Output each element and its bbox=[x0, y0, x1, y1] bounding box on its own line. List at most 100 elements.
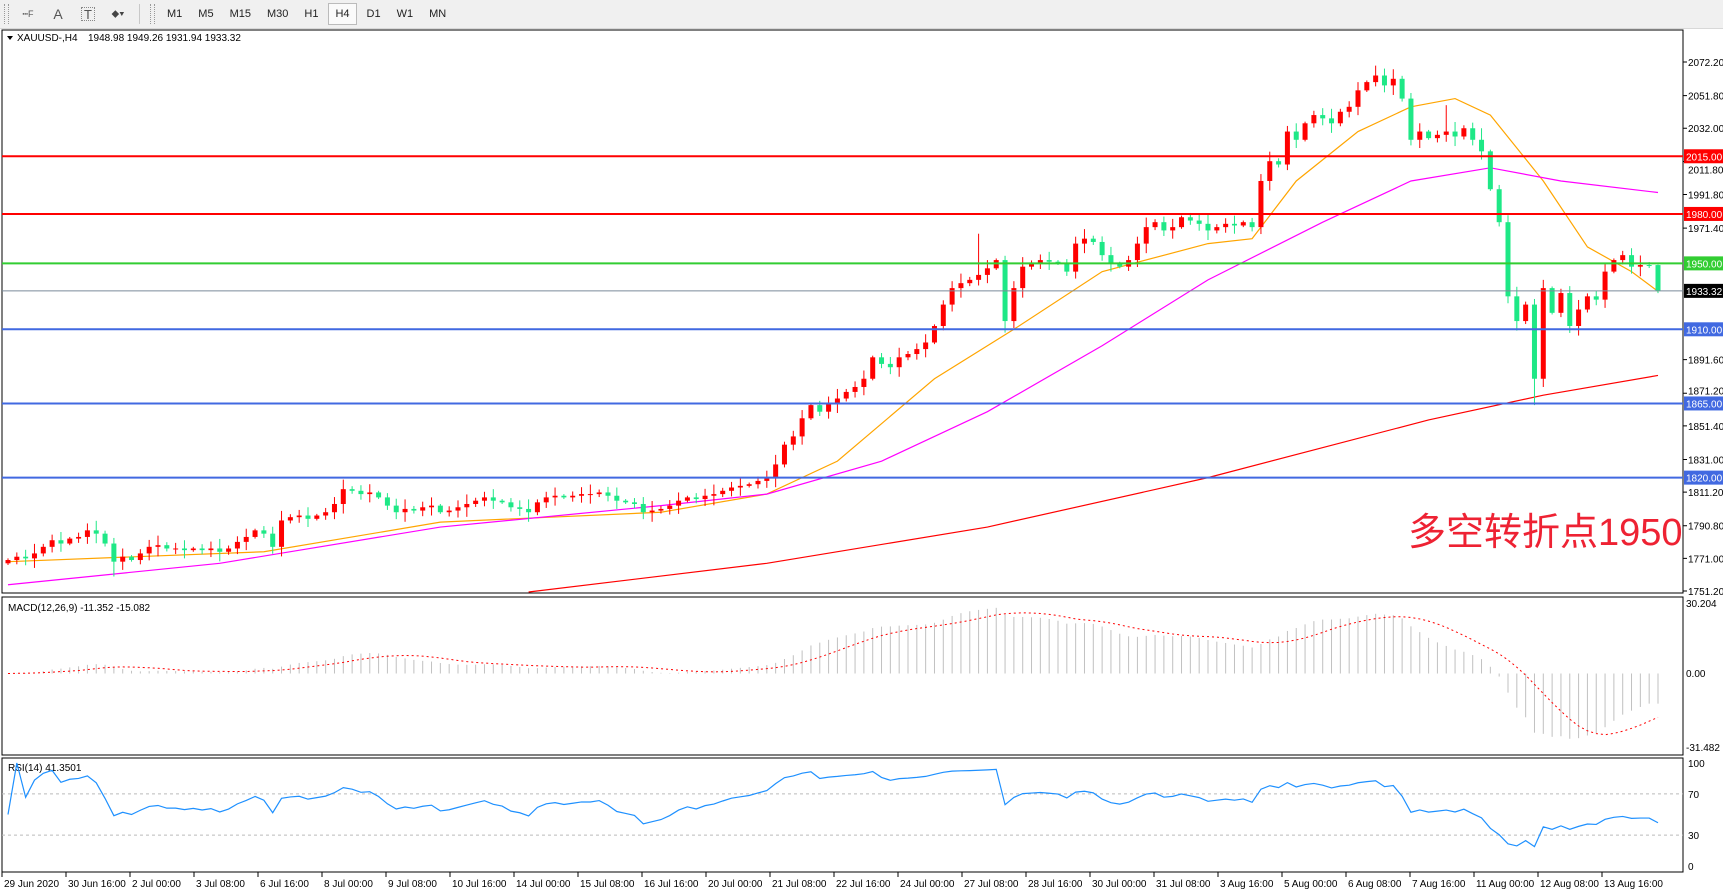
rsi-panel bbox=[1, 757, 1684, 873]
current-price-label: 1933.32 bbox=[1686, 287, 1723, 298]
candle-body bbox=[358, 490, 364, 495]
candle-body bbox=[1417, 131, 1423, 140]
candle bbox=[137, 549, 143, 565]
candle bbox=[1046, 251, 1052, 270]
candle-body bbox=[579, 494, 585, 496]
candle-body bbox=[1637, 265, 1643, 267]
candle-body bbox=[1267, 161, 1273, 181]
candle bbox=[1443, 105, 1449, 142]
candle-body bbox=[217, 548, 223, 552]
level-label: 1980.00 bbox=[1686, 210, 1723, 221]
candle bbox=[146, 539, 152, 561]
macd-label: MACD(12,26,9) -11.352 -15.082 bbox=[8, 603, 151, 614]
collapse-triangle-icon[interactable] bbox=[7, 36, 13, 40]
time-axis-label: 30 Jul 00:00 bbox=[1092, 879, 1147, 890]
price-axis-label: 1991.80 bbox=[1688, 190, 1723, 201]
timeframe-m30-button[interactable]: M30 bbox=[266, 8, 289, 20]
candle-body bbox=[420, 507, 426, 511]
annotation-text: 多空转折点1950 bbox=[1408, 512, 1683, 554]
candle-body bbox=[552, 495, 558, 498]
candle bbox=[1293, 123, 1299, 149]
rsi-axis-label: 100 bbox=[1688, 759, 1705, 770]
candle-body bbox=[1196, 220, 1202, 224]
candle-body bbox=[305, 515, 311, 519]
candle-body bbox=[729, 487, 735, 491]
timeframe-mn-button[interactable]: MN bbox=[429, 8, 447, 20]
candle-body bbox=[437, 505, 443, 513]
time-axis-label: 15 Jul 08:00 bbox=[580, 879, 635, 890]
candle bbox=[367, 484, 373, 503]
candle-body bbox=[384, 497, 390, 506]
toolbar: ┅F A T ⬥▾ M1 M5 M15 M30 H1 H4 D1 W1 MN bbox=[0, 0, 1723, 29]
toolbar-grip[interactable] bbox=[150, 4, 155, 24]
candle-body bbox=[790, 436, 796, 445]
candle-body bbox=[843, 391, 849, 399]
candle bbox=[1452, 121, 1458, 147]
candle bbox=[887, 356, 893, 375]
candle bbox=[270, 526, 276, 554]
candle bbox=[93, 520, 99, 544]
time-axis-label: 8 Jul 00:00 bbox=[324, 879, 373, 890]
timeframe-m5-button[interactable]: M5 bbox=[198, 8, 214, 20]
candle bbox=[596, 489, 602, 498]
candle-body bbox=[49, 540, 55, 547]
candle-body bbox=[984, 268, 990, 275]
timeframe-m1-button[interactable]: M1 bbox=[167, 8, 183, 20]
candle bbox=[164, 542, 170, 552]
fibonacci-fan-icon[interactable]: ┅F bbox=[22, 8, 34, 19]
arrows-icon[interactable]: ⬥▾ bbox=[111, 7, 125, 20]
candle-body bbox=[1611, 260, 1617, 272]
candle bbox=[1381, 68, 1387, 93]
candle-body bbox=[5, 560, 11, 564]
candle bbox=[129, 555, 135, 562]
candle bbox=[631, 498, 637, 509]
candle bbox=[923, 334, 929, 358]
timeframe-m15-button[interactable]: M15 bbox=[229, 8, 251, 20]
candle-body bbox=[234, 541, 240, 549]
candle bbox=[1284, 125, 1290, 171]
text-label-icon[interactable]: A bbox=[53, 6, 63, 22]
candle-body bbox=[349, 489, 355, 491]
time-axis-label: 30 Jun 16:00 bbox=[68, 879, 126, 890]
candle-body bbox=[623, 500, 629, 503]
level-label: 1950.00 bbox=[1686, 259, 1723, 270]
candle bbox=[1258, 174, 1264, 235]
candle bbox=[1302, 121, 1308, 142]
time-axis-label: 21 Jul 08:00 bbox=[772, 879, 827, 890]
candle bbox=[120, 548, 126, 570]
timeframe-d1-button[interactable]: D1 bbox=[366, 8, 381, 20]
candle-body bbox=[1408, 98, 1414, 140]
candle-body bbox=[1593, 296, 1599, 300]
candle bbox=[517, 500, 523, 516]
timeframe-w1-button[interactable]: W1 bbox=[396, 8, 414, 20]
candle bbox=[799, 410, 805, 445]
candle-body bbox=[208, 548, 214, 551]
candle-body bbox=[1523, 304, 1529, 322]
timeframe-h1-button[interactable]: H1 bbox=[304, 8, 319, 20]
candle-body bbox=[711, 494, 717, 496]
candle bbox=[561, 494, 567, 500]
candle-body bbox=[1029, 263, 1035, 267]
candle-body bbox=[199, 548, 205, 551]
toolbar-grip[interactable] bbox=[4, 4, 9, 24]
candle bbox=[402, 499, 408, 522]
candle bbox=[587, 484, 593, 504]
candle bbox=[1081, 229, 1087, 254]
text-box-icon[interactable]: T bbox=[81, 7, 95, 22]
candle-body bbox=[570, 495, 576, 498]
candle-body bbox=[340, 489, 346, 504]
price-axis-label: 1851.40 bbox=[1688, 422, 1723, 433]
macd-signal-line bbox=[7, 612, 1659, 736]
candle-body bbox=[490, 497, 496, 501]
timeframe-h4-button[interactable]: H4 bbox=[328, 3, 357, 25]
candle bbox=[1311, 110, 1317, 128]
candle bbox=[684, 495, 690, 503]
time-axis-label: 24 Jul 00:00 bbox=[900, 879, 955, 890]
candle bbox=[940, 300, 946, 331]
candle-body bbox=[1629, 255, 1635, 267]
candle-body bbox=[1434, 134, 1440, 139]
candle-body bbox=[587, 494, 593, 496]
candle bbox=[711, 484, 717, 506]
candle-body bbox=[226, 548, 232, 552]
